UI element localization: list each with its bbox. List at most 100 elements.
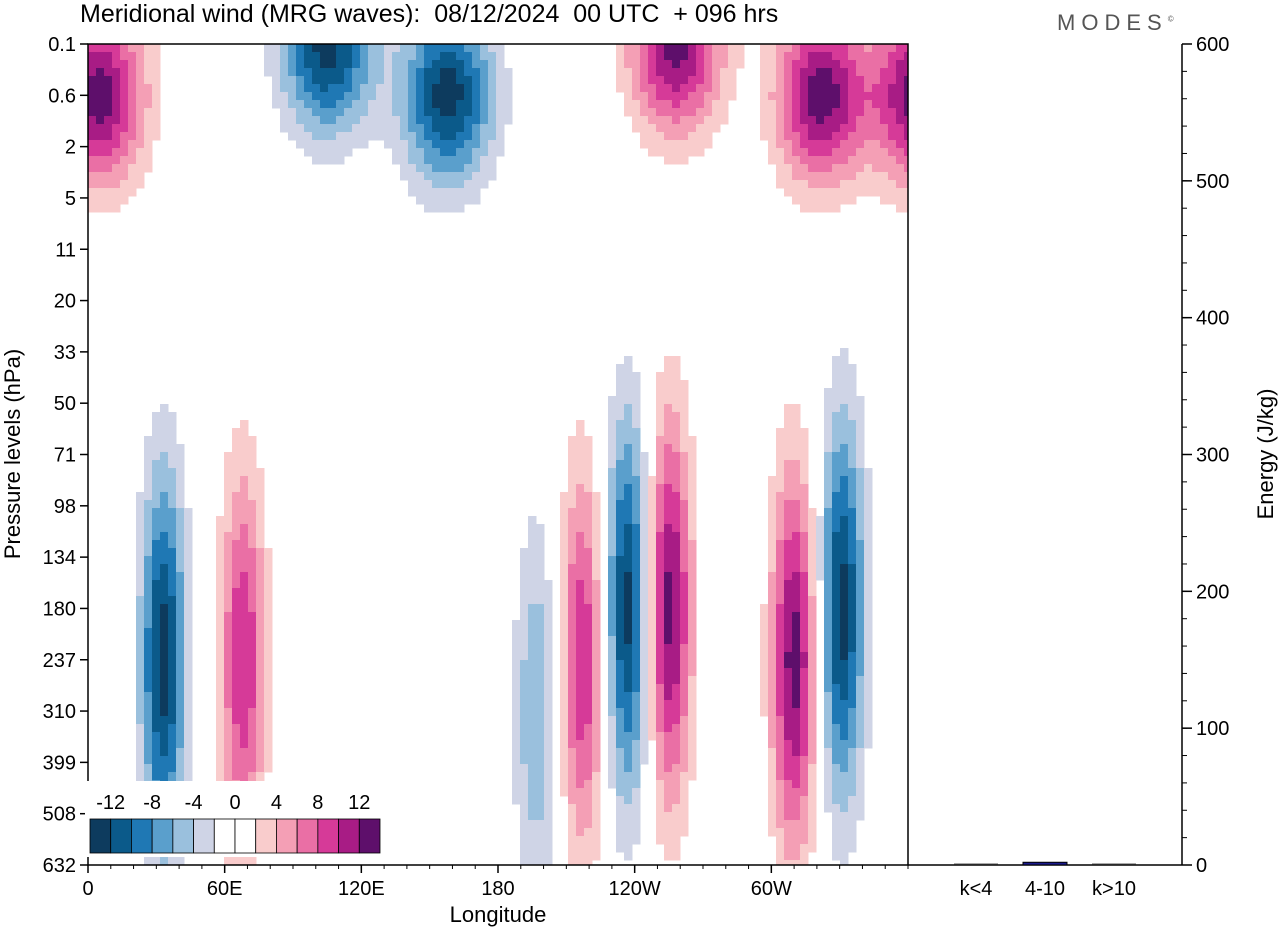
heatmap-cell: [120, 76, 129, 85]
heatmap-cell: [528, 692, 537, 701]
heatmap-cell: [824, 476, 833, 485]
heatmap-cell: [520, 684, 529, 693]
heatmap-cell: [808, 748, 817, 757]
heatmap-cell: [344, 52, 353, 61]
heatmap-cell: [104, 188, 113, 197]
heatmap-cell: [592, 676, 601, 685]
heatmap-cell: [584, 812, 593, 821]
heatmap-cell: [848, 580, 857, 589]
heatmap-cell: [88, 44, 97, 53]
heatmap-cell: [264, 684, 273, 693]
heatmap-cell: [560, 636, 569, 645]
heatmap-cell: [616, 52, 625, 61]
heatmap-cell: [880, 124, 889, 133]
heatmap-cell: [256, 684, 265, 693]
heatmap-cell: [576, 508, 585, 517]
heatmap-cell: [568, 500, 577, 509]
heatmap-cell: [856, 660, 865, 669]
heatmap-cell: [232, 500, 241, 509]
heatmap-cell: [424, 132, 433, 141]
heatmap-cell: [232, 516, 241, 525]
heatmap-cell: [152, 620, 161, 629]
heatmap-cell: [784, 500, 793, 509]
heatmap-cell: [792, 500, 801, 509]
heatmap-cell: [544, 620, 553, 629]
heatmap-cell: [544, 636, 553, 645]
heatmap-cell: [456, 164, 465, 173]
heatmap-cell: [288, 68, 297, 77]
heatmap-cell: [864, 180, 873, 189]
heatmap-cell: [824, 668, 833, 677]
heatmap-cell: [368, 44, 377, 53]
heatmap-cell: [840, 572, 849, 581]
heatmap-cell: [416, 116, 425, 125]
heatmap-cell: [584, 468, 593, 477]
heatmap-cell: [248, 484, 257, 493]
heatmap-cell: [504, 84, 513, 93]
heatmap-cell: [568, 556, 577, 565]
heatmap-cell: [440, 100, 449, 109]
heatmap-cell: [640, 452, 649, 461]
heatmap-cell: [120, 84, 129, 93]
heatmap-cell: [808, 660, 817, 669]
heatmap-cell: [664, 468, 673, 477]
heatmap-cell: [368, 116, 377, 125]
heatmap-cell: [240, 764, 249, 773]
heatmap-cell: [616, 404, 625, 413]
heatmap-cell: [872, 52, 881, 61]
colorbar-swatch: [358, 818, 381, 854]
heatmap-cell: [224, 660, 233, 669]
heatmap-cell: [96, 116, 105, 125]
heatmap-cell: [256, 612, 265, 621]
heatmap-cell: [672, 140, 681, 149]
heatmap-cell: [232, 564, 241, 573]
heatmap-cell: [264, 556, 273, 565]
heatmap-cell: [480, 116, 489, 125]
heatmap-cell: [584, 724, 593, 733]
heatmap-cell: [152, 100, 161, 109]
heatmap-cell: [816, 524, 825, 533]
heatmap-cell: [184, 588, 193, 597]
heatmap-cell: [560, 604, 569, 613]
heatmap-cell: [536, 812, 545, 821]
heatmap-cell: [680, 76, 689, 85]
heatmap-cell: [504, 100, 513, 109]
heatmap-cell: [416, 52, 425, 61]
heatmap-cell: [160, 484, 169, 493]
heatmap-cell: [584, 852, 593, 861]
heatmap-cell: [848, 436, 857, 445]
heatmap-cell: [848, 548, 857, 557]
heatmap-cell: [888, 76, 897, 85]
heatmap-cell: [624, 380, 633, 389]
heatmap-cell: [840, 852, 849, 861]
heatmap-cell: [632, 420, 641, 429]
heatmap-cell: [816, 572, 825, 581]
heatmap-cell: [840, 604, 849, 613]
heatmap-cell: [160, 636, 169, 645]
heatmap-cell: [840, 196, 849, 205]
heatmap-cell: [792, 604, 801, 613]
heatmap-cell: [680, 692, 689, 701]
heatmap-cell: [768, 476, 777, 485]
heatmap-cell: [472, 84, 481, 93]
heatmap-cell: [176, 596, 185, 605]
heatmap-cell: [864, 188, 873, 197]
heatmap-cell: [232, 572, 241, 581]
heatmap-cell: [152, 484, 161, 493]
heatmap-cell: [232, 652, 241, 661]
heatmap-cell: [664, 444, 673, 453]
heatmap-cell: [648, 692, 657, 701]
heatmap-cell: [248, 508, 257, 517]
heatmap-cell: [864, 516, 873, 525]
heatmap-cell: [864, 100, 873, 109]
heatmap-cell: [144, 156, 153, 165]
heatmap-cell: [176, 556, 185, 565]
heatmap-cell: [632, 516, 641, 525]
heatmap-cell: [640, 84, 649, 93]
heatmap-cell: [624, 444, 633, 453]
heatmap-cell: [696, 116, 705, 125]
heatmap-cell: [352, 60, 361, 69]
heatmap-cell: [224, 628, 233, 637]
heatmap-cell: [136, 756, 145, 765]
heatmap-cell: [776, 172, 785, 181]
